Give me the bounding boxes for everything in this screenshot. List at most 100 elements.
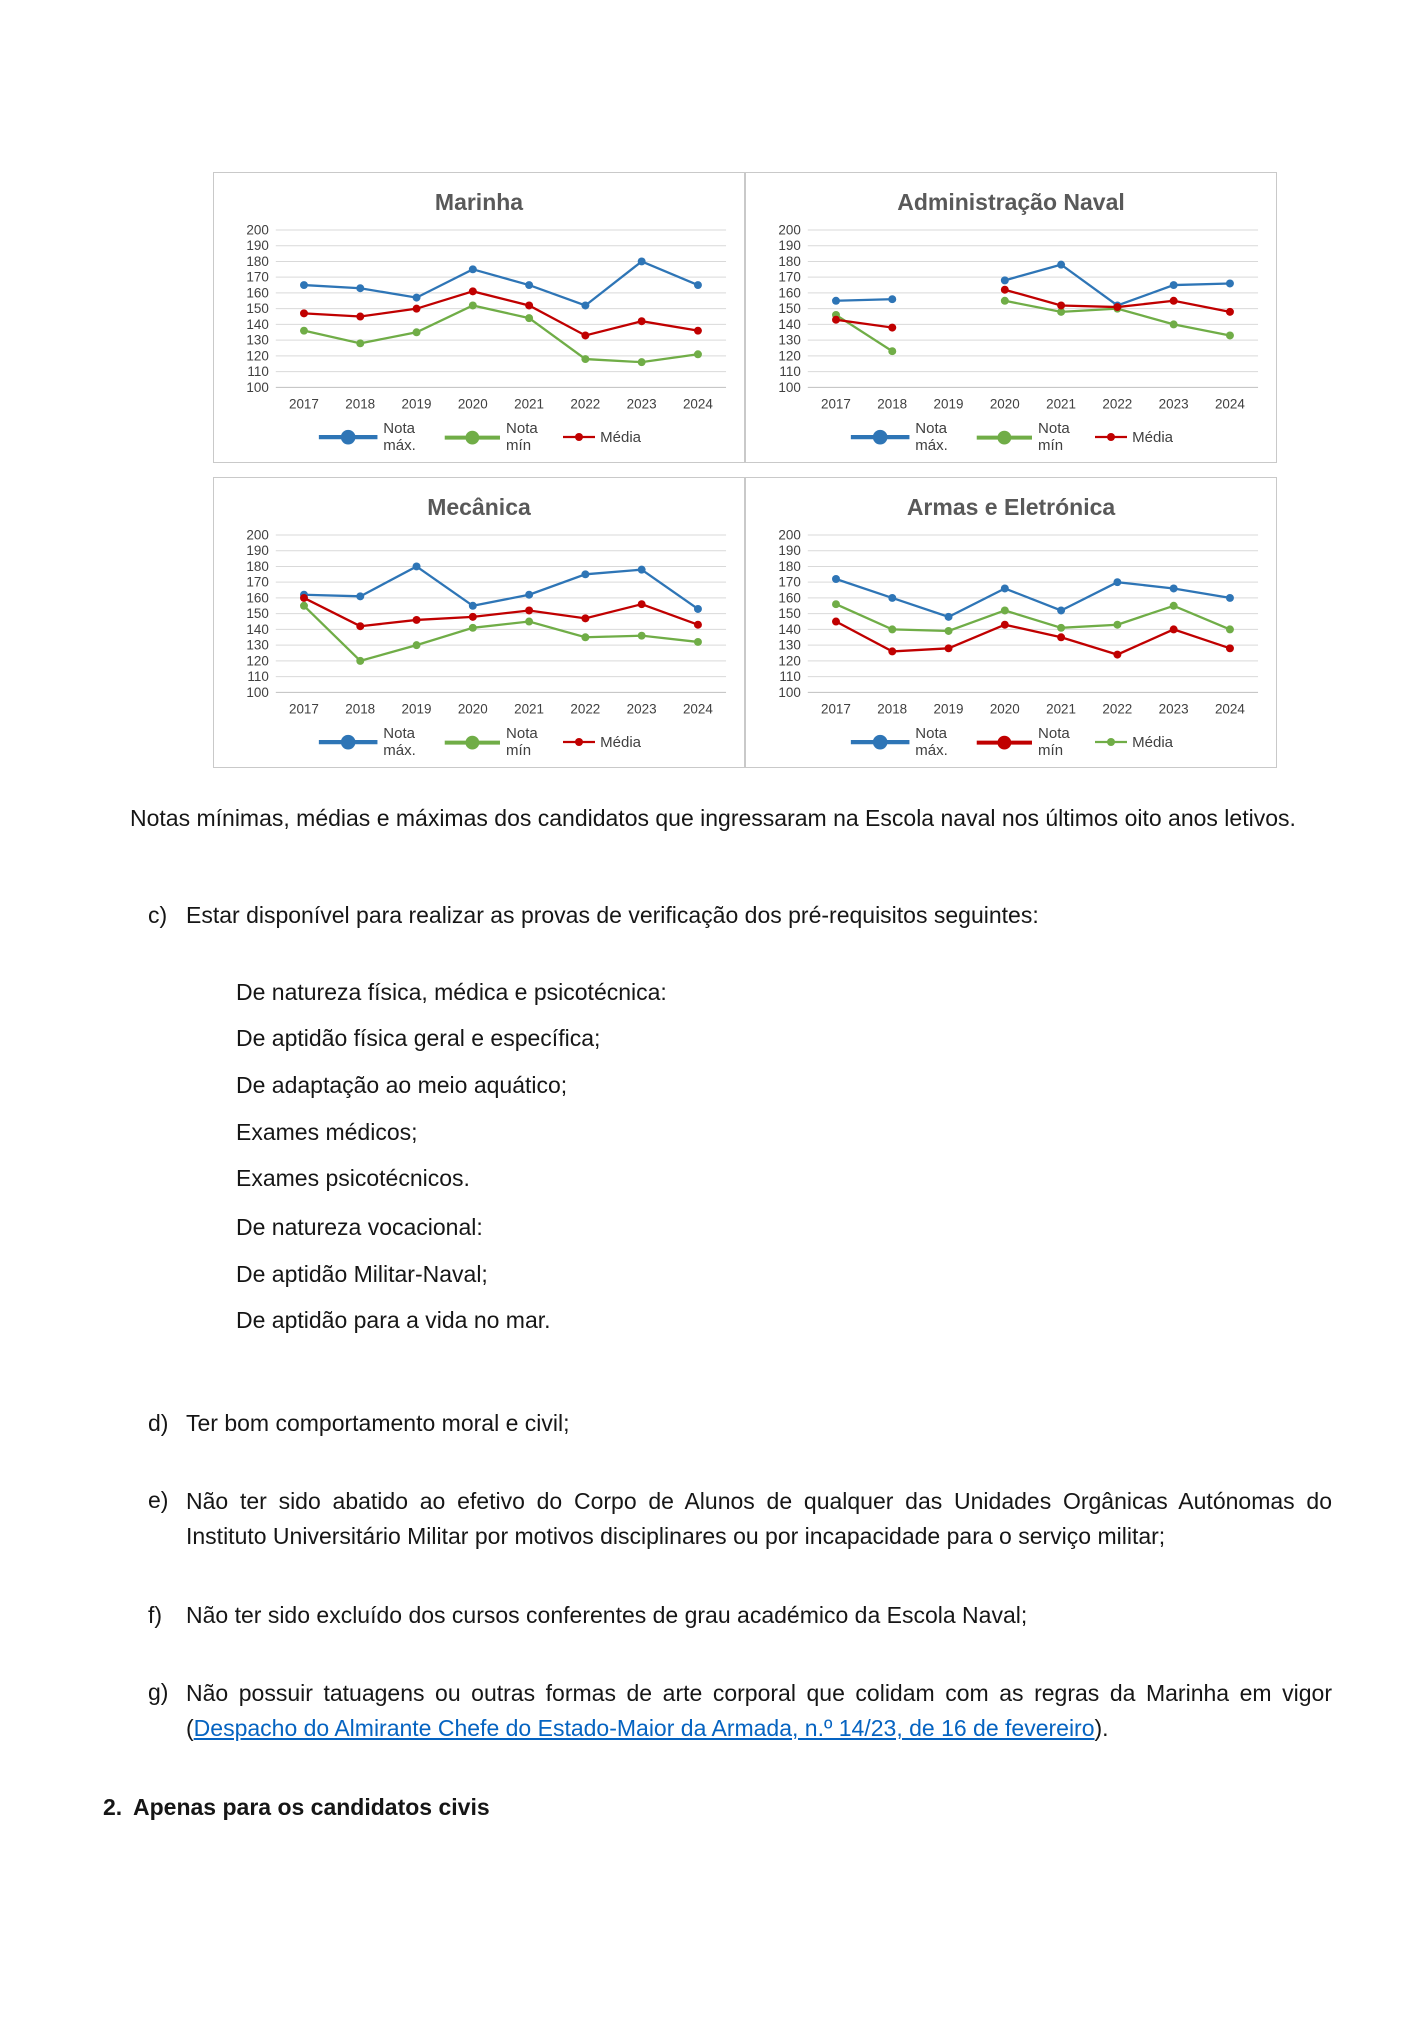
svg-text:2020: 2020 <box>990 702 1020 717</box>
chart-panel-administracao-naval: Administração Naval 100 110 120 130 140 150 16… <box>745 172 1277 464</box>
svg-text:140: 140 <box>778 317 800 332</box>
chart-canvas-marinha: 100 110 120 130 140 150 160 170 180 190 200 2017 201… <box>220 222 738 454</box>
svg-text:2017: 2017 <box>821 396 851 411</box>
svg-text:160: 160 <box>246 285 268 300</box>
legend-label: Nota máx. <box>915 420 948 455</box>
svg-text:2019: 2019 <box>402 396 432 411</box>
svg-text:120: 120 <box>246 654 268 669</box>
svg-text:2019: 2019 <box>934 702 964 717</box>
svg-text:100: 100 <box>246 685 268 700</box>
svg-text:190: 190 <box>778 543 800 558</box>
svg-text:2017: 2017 <box>289 702 319 717</box>
svg-text:2020: 2020 <box>458 702 488 717</box>
svg-text:2022: 2022 <box>1102 702 1132 717</box>
sub-item: De aptidão Militar-Naval; <box>236 1260 488 1287</box>
legend-label: Nota máx. <box>383 420 416 455</box>
section-heading-2-marker: 2. <box>103 1793 123 1820</box>
svg-text:2018: 2018 <box>877 702 907 717</box>
chart-panel-armas-eletronica: Armas e Eletrónica 100 110 120 130 140 150 160… <box>745 477 1277 769</box>
legend-marker-icon <box>318 429 378 445</box>
svg-text:190: 190 <box>246 238 268 253</box>
list-item-f: f) Não ter sido excluído dos cursos conf… <box>148 1599 1332 1632</box>
chart-title-armas-eletronica: Armas e Eletrónica <box>906 494 1116 521</box>
svg-text:180: 180 <box>778 254 800 269</box>
legend-label: Nota máx. <box>915 725 948 760</box>
svg-text:2020: 2020 <box>458 396 488 411</box>
despacho-link[interactable]: Despacho do Almirante Chefe do Estado-Ma… <box>193 1715 1095 1742</box>
svg-text:2019: 2019 <box>934 396 964 411</box>
legend-label: Média <box>600 428 642 446</box>
sub-item: De aptidão para a vida no mar. <box>236 1307 551 1334</box>
svg-text:2017: 2017 <box>821 702 851 717</box>
legend-item: Nota máx. <box>317 420 423 454</box>
svg-text:160: 160 <box>778 591 800 606</box>
svg-text:120: 120 <box>778 654 800 669</box>
svg-text:150: 150 <box>778 606 800 621</box>
svg-text:2020: 2020 <box>990 396 1020 411</box>
svg-text:170: 170 <box>246 270 268 285</box>
svg-text:2017: 2017 <box>289 396 319 411</box>
legend-item: Nota mín <box>975 725 1074 759</box>
svg-text:2021: 2021 <box>1046 702 1076 717</box>
svg-text:110: 110 <box>247 669 268 684</box>
svg-text:2021: 2021 <box>514 396 544 411</box>
document-body: Notas mínimas, médias e máximas dos cand… <box>103 802 1332 1823</box>
svg-text:140: 140 <box>246 317 268 332</box>
figure-caption: Notas mínimas, médias e máximas dos cand… <box>130 805 1296 832</box>
svg-text:130: 130 <box>778 333 800 348</box>
svg-text:140: 140 <box>246 622 268 637</box>
svg-text:2019: 2019 <box>402 702 432 717</box>
legend-item: Média <box>1094 734 1173 751</box>
svg-text:190: 190 <box>778 238 800 253</box>
svg-text:2021: 2021 <box>1046 396 1076 411</box>
chart-panel-marinha: Marinha 100 110 120 130 140 150 160 170 180 190 20… <box>213 172 745 464</box>
legend-label: Nota máx. <box>383 725 416 760</box>
svg-text:2024: 2024 <box>683 396 713 411</box>
svg-text:2024: 2024 <box>1215 702 1245 717</box>
legend-marker-icon <box>1095 433 1128 442</box>
legend-marker-icon <box>563 433 596 442</box>
chart-panel-mecanica: Mecânica 100 110 120 130 140 150 160 170 180 190 2… <box>213 477 745 769</box>
sub-list-c: De natureza física, médica e psicotécnic… <box>236 976 1332 1337</box>
svg-text:170: 170 <box>778 575 800 590</box>
sub-item: De natureza vocacional: <box>236 1214 483 1241</box>
svg-text:170: 170 <box>246 575 268 590</box>
svg-text:180: 180 <box>778 559 800 574</box>
legend-marker-icon <box>850 429 910 445</box>
svg-text:120: 120 <box>246 348 268 363</box>
svg-text:2023: 2023 <box>1159 702 1189 717</box>
legend-marker-icon <box>1095 738 1128 747</box>
chart-legend: Nota máx. Nota mín Média <box>220 420 738 454</box>
svg-text:130: 130 <box>246 333 268 348</box>
legend-label: Nota mín <box>506 420 538 455</box>
legend-item: Nota mín <box>975 420 1074 454</box>
svg-text:200: 200 <box>778 222 800 237</box>
svg-text:2024: 2024 <box>1215 396 1245 411</box>
chart-legend: Nota máx. Nota mín Média <box>752 725 1270 759</box>
sub-item: De natureza física, médica e psicotécnic… <box>236 978 667 1005</box>
svg-text:110: 110 <box>779 669 800 684</box>
sub-item: Exames psicotécnicos. <box>236 1165 470 1192</box>
svg-text:130: 130 <box>246 638 268 653</box>
svg-text:2021: 2021 <box>514 702 544 717</box>
legend-marker-icon <box>563 738 596 747</box>
svg-text:190: 190 <box>246 543 268 558</box>
svg-text:110: 110 <box>779 364 800 379</box>
chart-canvas-armas-eletronica: 100 110 120 130 140 150 160 170 180 190 200 2017 201… <box>752 527 1270 759</box>
list-text-g: Não possuir tatuagens ou outras formas d… <box>186 1676 1332 1747</box>
legend-marker-icon <box>977 735 1033 750</box>
legend-label: Nota mín <box>506 725 538 760</box>
svg-text:200: 200 <box>246 222 268 237</box>
svg-text:160: 160 <box>778 285 800 300</box>
list-marker-d: d) <box>148 1410 169 1437</box>
svg-text:2018: 2018 <box>345 702 375 717</box>
list-marker-f: f) <box>148 1601 163 1628</box>
legend-label: Nota mín <box>1038 725 1070 760</box>
list-marker-e: e) <box>148 1486 169 1513</box>
svg-text:100: 100 <box>246 380 268 395</box>
chart-title-marinha: Marinha <box>434 189 524 215</box>
legend-item: Nota máx. <box>317 725 423 759</box>
list-item-e: e) Não ter sido abatido ao efetivo do Co… <box>148 1484 1332 1555</box>
svg-text:170: 170 <box>778 270 800 285</box>
